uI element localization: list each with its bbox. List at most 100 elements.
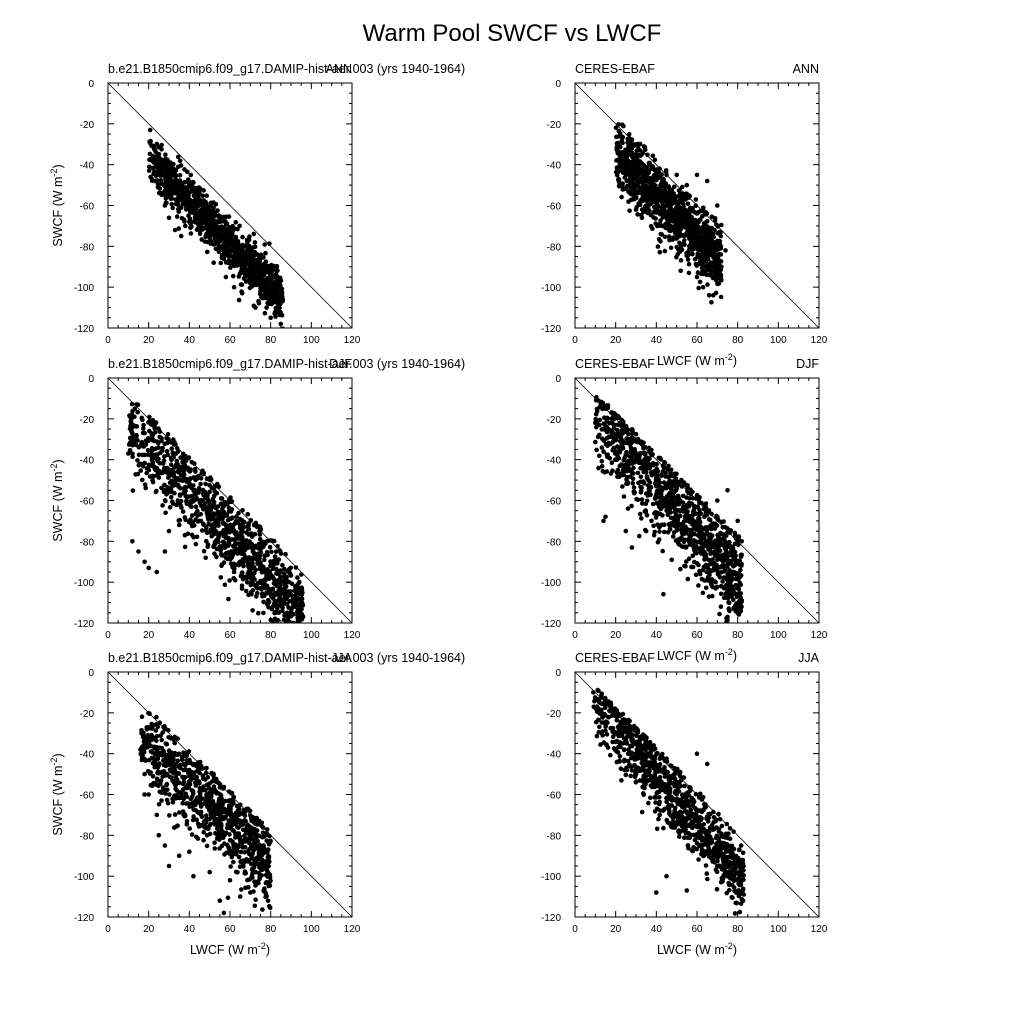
data-point bbox=[643, 508, 648, 513]
data-point bbox=[679, 184, 685, 190]
data-point bbox=[599, 464, 605, 469]
data-point bbox=[739, 561, 744, 567]
data-point bbox=[282, 626, 287, 631]
data-point bbox=[249, 555, 255, 561]
data-point bbox=[600, 400, 606, 406]
data-point bbox=[244, 530, 249, 535]
data-point bbox=[248, 582, 254, 588]
data-point bbox=[162, 465, 167, 471]
data-point bbox=[672, 196, 678, 202]
data-point bbox=[262, 242, 268, 247]
data-point bbox=[713, 579, 718, 585]
data-point bbox=[255, 546, 261, 551]
data-point bbox=[696, 255, 702, 260]
data-point bbox=[271, 287, 277, 293]
data-point bbox=[642, 481, 647, 486]
data-point bbox=[712, 565, 718, 571]
data-point bbox=[235, 240, 241, 245]
data-point bbox=[142, 559, 147, 565]
data-point bbox=[159, 181, 164, 186]
data-point bbox=[693, 511, 699, 516]
data-point bbox=[130, 408, 135, 414]
data-point bbox=[216, 249, 222, 255]
data-point bbox=[239, 586, 245, 591]
data-point bbox=[601, 518, 606, 524]
tick-marks bbox=[574, 82, 820, 329]
data-point bbox=[239, 282, 245, 288]
data-point bbox=[165, 452, 171, 458]
data-point bbox=[616, 415, 621, 420]
data-point bbox=[693, 203, 699, 208]
data-point bbox=[264, 282, 269, 288]
data-point bbox=[288, 634, 293, 639]
data-point bbox=[168, 494, 174, 500]
data-point bbox=[618, 133, 623, 138]
tick-marks bbox=[574, 377, 820, 624]
data-point bbox=[693, 572, 699, 578]
data-point bbox=[657, 211, 663, 217]
x-tick-label: 20 bbox=[610, 335, 622, 346]
y-tick-label: -120 bbox=[74, 324, 94, 335]
data-point bbox=[196, 217, 202, 222]
data-point bbox=[188, 172, 194, 178]
data-point bbox=[713, 586, 718, 591]
data-point bbox=[217, 218, 223, 223]
data-point bbox=[604, 469, 610, 474]
data-point bbox=[250, 608, 255, 613]
data-point bbox=[684, 182, 690, 188]
data-point bbox=[619, 424, 624, 429]
data-point bbox=[203, 494, 209, 500]
data-point bbox=[135, 402, 141, 408]
data-point bbox=[720, 525, 726, 530]
data-point bbox=[192, 211, 197, 216]
data-point bbox=[256, 267, 262, 273]
data-point bbox=[630, 476, 636, 482]
y-tick-label: 0 bbox=[555, 374, 561, 385]
data-point bbox=[669, 557, 674, 563]
data-point bbox=[134, 424, 140, 429]
data-point bbox=[697, 507, 702, 513]
x-tick-label: 40 bbox=[651, 335, 663, 346]
data-point bbox=[706, 264, 712, 269]
data-point bbox=[159, 147, 164, 152]
data-point bbox=[672, 184, 677, 190]
data-point bbox=[710, 593, 715, 599]
data-point bbox=[688, 533, 693, 538]
data-point bbox=[621, 494, 627, 499]
data-point bbox=[686, 500, 692, 506]
data-point bbox=[699, 537, 704, 542]
data-point bbox=[175, 462, 180, 467]
data-point bbox=[597, 453, 602, 459]
data-point bbox=[221, 225, 227, 230]
data-point bbox=[240, 234, 245, 240]
x-tick-label: 120 bbox=[344, 335, 361, 346]
data-point bbox=[733, 558, 739, 563]
data-point bbox=[737, 580, 743, 586]
data-point bbox=[725, 558, 730, 563]
data-point bbox=[157, 460, 163, 466]
data-point bbox=[229, 507, 235, 512]
data-point bbox=[150, 473, 155, 479]
data-point bbox=[620, 122, 625, 127]
data-point bbox=[651, 192, 656, 197]
data-point bbox=[242, 547, 247, 552]
data-point bbox=[612, 431, 617, 437]
data-point bbox=[693, 197, 699, 202]
data-point bbox=[701, 205, 706, 211]
data-point bbox=[136, 452, 142, 458]
data-point bbox=[221, 250, 227, 256]
data-point bbox=[201, 471, 206, 477]
data-point bbox=[676, 188, 682, 193]
x-tick-label: 100 bbox=[303, 335, 320, 346]
data-point bbox=[268, 572, 273, 577]
data-point bbox=[648, 492, 653, 498]
data-point bbox=[242, 251, 248, 256]
data-point bbox=[620, 187, 625, 192]
data-point bbox=[210, 212, 215, 218]
data-point bbox=[639, 497, 645, 502]
data-point bbox=[694, 544, 699, 549]
scatter-panel-2: 0 20 40 60 80 100 1200-20-40-60-80-100-120CERE… bbox=[541, 62, 828, 368]
data-point bbox=[168, 455, 174, 461]
data-point bbox=[216, 534, 221, 539]
